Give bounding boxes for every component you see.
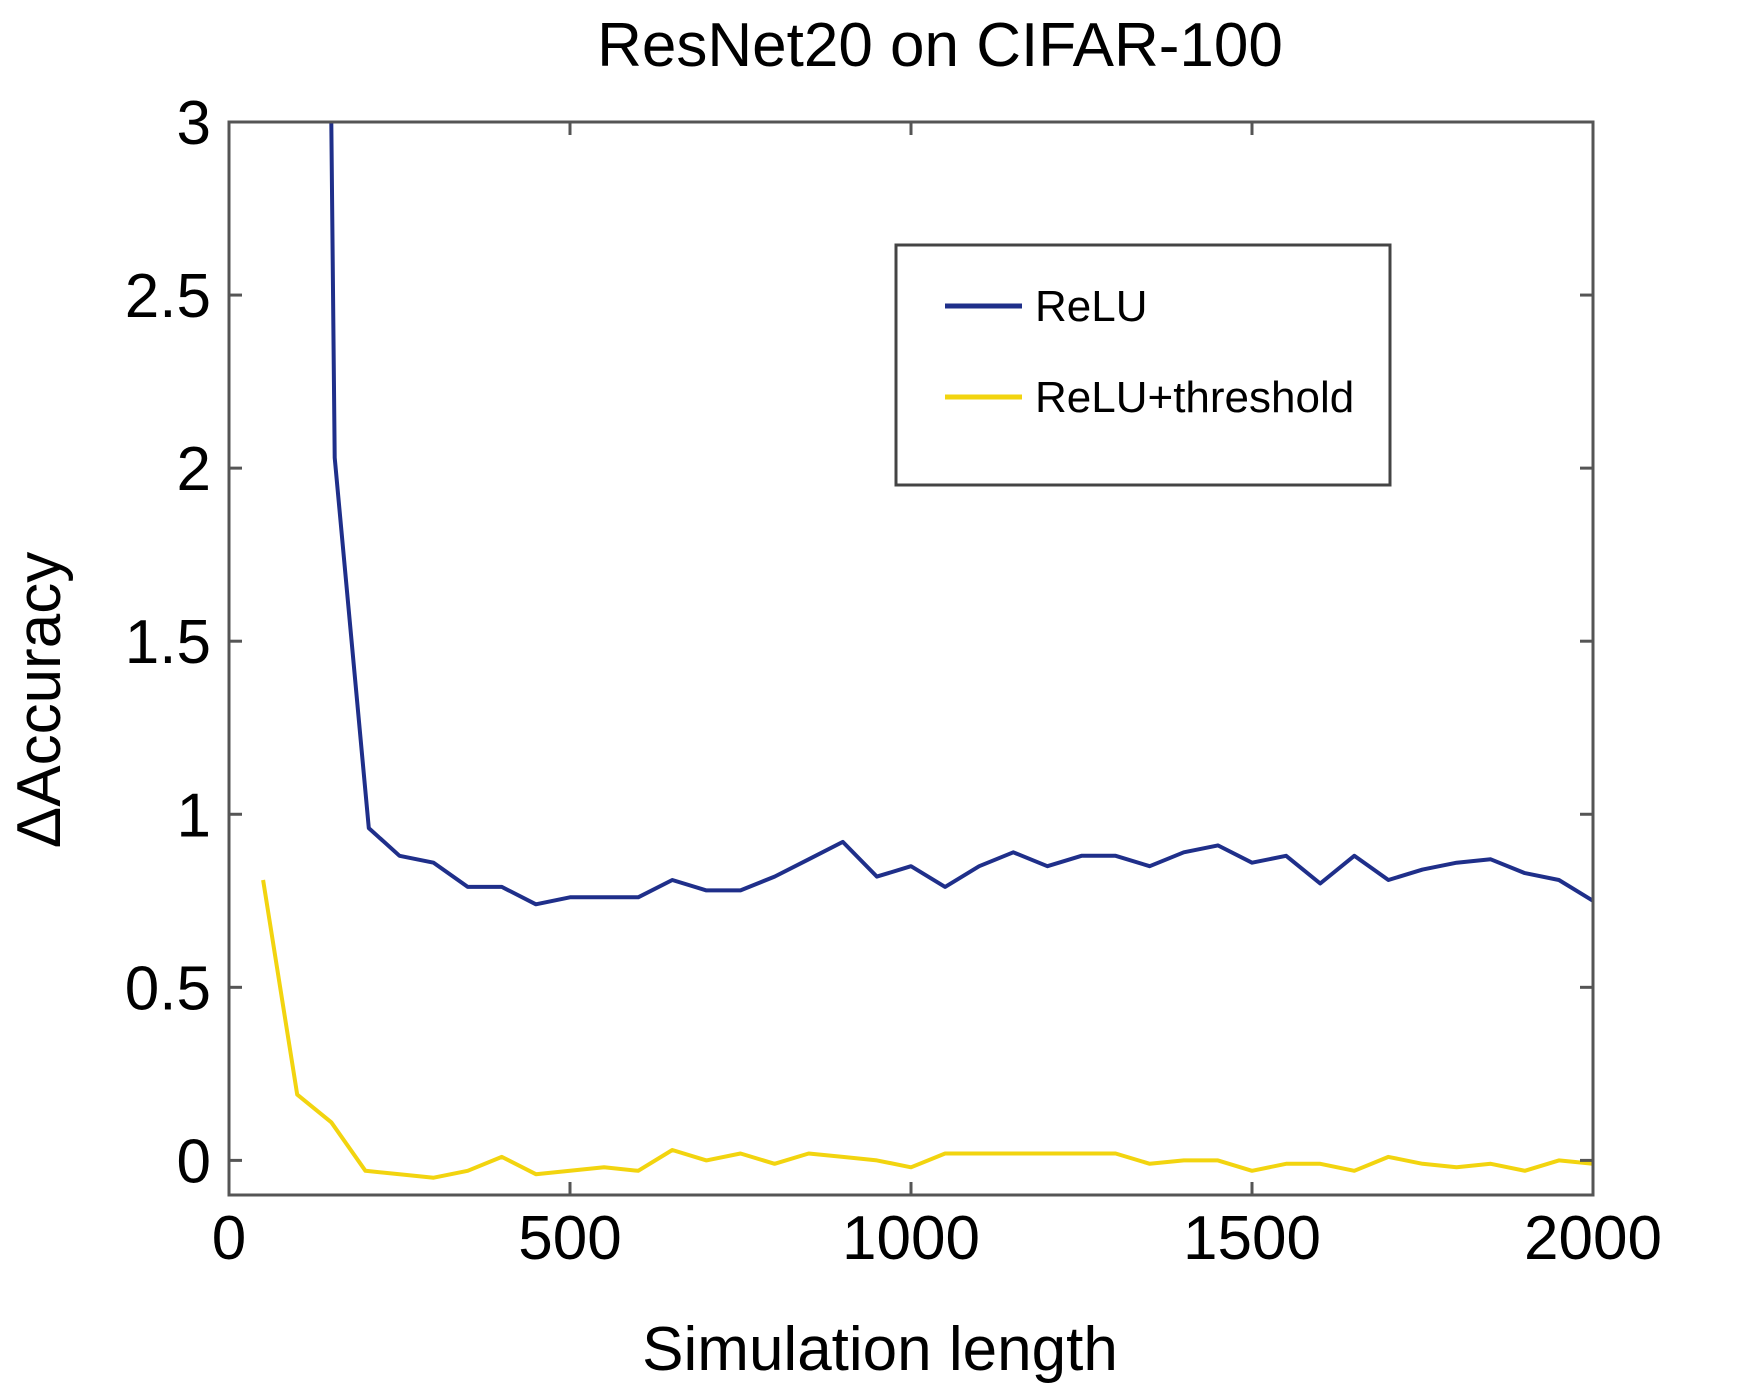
legend-label-relu: ReLU: [1035, 282, 1148, 331]
y-tick-label: 0.5: [125, 954, 211, 1023]
legend-box: [894, 243, 1392, 487]
legend-label-relu-threshold: ReLU+threshold: [1035, 373, 1354, 422]
series-layer: [261, 122, 1593, 1180]
tick-layer: 0 500 1000 1500 2000 0 0.5 1 1.5 2 2.5 3: [125, 89, 1662, 1273]
series-line-relu: [329, 122, 1593, 907]
x-tick-label: 500: [518, 1204, 621, 1273]
x-axis-label: Simulation length: [642, 1315, 1118, 1383]
y-tick-label: 0: [177, 1127, 211, 1196]
chart-title: ResNet20 on CIFAR-100: [597, 11, 1283, 80]
y-axis-label: ΔAccuracy: [5, 552, 74, 848]
x-tick-label: 0: [212, 1204, 246, 1273]
series-line-relu-threshold: [261, 879, 1593, 1180]
legend: ReLU ReLU+threshold: [894, 243, 1392, 487]
x-tick-label: 1000: [842, 1204, 980, 1273]
y-tick-label: 1.5: [125, 608, 211, 677]
y-tick-label: 1: [177, 781, 211, 850]
y-tick-label: 3: [177, 89, 211, 158]
x-tick-label: 2000: [1524, 1204, 1662, 1273]
y-tick-label: 2: [177, 435, 211, 504]
y-tick-label: 2.5: [125, 262, 211, 331]
x-tick-label: 1500: [1183, 1204, 1321, 1273]
